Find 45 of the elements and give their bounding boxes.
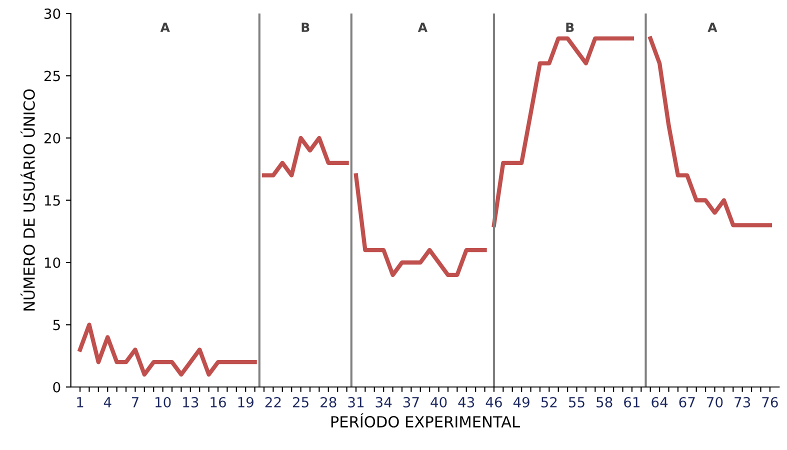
- x-tick-label: 46: [486, 396, 502, 408]
- line-series: [78, 322, 257, 377]
- x-tick-label: 13: [183, 396, 198, 408]
- annotation: B: [566, 22, 574, 32]
- x-tick-label: 67: [679, 396, 695, 408]
- x-tick-label: 64: [652, 396, 668, 408]
- x-tick-label: 31: [348, 396, 364, 408]
- x-tick-label: 76: [762, 396, 778, 408]
- annotation: B: [302, 22, 310, 32]
- x-tick-label: 1: [77, 397, 84, 408]
- x-tick-label: 34: [376, 396, 392, 408]
- x-tick-label: 40: [430, 396, 447, 408]
- annotation: A: [708, 22, 718, 32]
- x-tick-label: 19: [238, 396, 254, 408]
- y-tick-label: 0: [53, 382, 60, 392]
- x-tick-label: 7: [132, 397, 138, 408]
- y-axis-title: NÚMERO DE USUÁRIO ÚNICO: [20, 89, 35, 311]
- annotation: A: [418, 22, 428, 32]
- y-tick-label: 5: [53, 320, 60, 330]
- line-series: [354, 173, 487, 278]
- x-tick-label: 61: [624, 396, 640, 408]
- x-tick-label: 4: [104, 397, 112, 408]
- x-tick-label: 22: [265, 396, 281, 408]
- y-tick-label: 30: [44, 8, 60, 19]
- x-tick-label: 58: [596, 396, 612, 408]
- x-tick-label: 37: [403, 396, 419, 408]
- y-tick-label: 25: [44, 70, 60, 82]
- x-tick-label: 10: [156, 396, 171, 408]
- y-tick-label: 15: [44, 195, 60, 206]
- x-tick-label: 52: [541, 396, 557, 408]
- x-tick-label: 70: [707, 396, 723, 408]
- y-tick-label: 10: [44, 257, 60, 268]
- x-tick-label: 49: [513, 396, 530, 408]
- line-series: [262, 136, 349, 178]
- annotation: A: [160, 22, 170, 32]
- x-tick-label: 25: [292, 396, 308, 408]
- line-series: [492, 36, 634, 228]
- x-tick-label: 55: [568, 397, 584, 408]
- x-tick-label: 43: [458, 396, 474, 408]
- x-tick-label: 73: [734, 396, 750, 408]
- line-series: [648, 36, 772, 228]
- x-axis-title: PERÍODO EXPERIMENTAL: [331, 413, 520, 428]
- y-tick-label: 20: [44, 132, 60, 144]
- x-tick-label: 16: [210, 396, 226, 408]
- x-tick-label: 28: [320, 396, 336, 408]
